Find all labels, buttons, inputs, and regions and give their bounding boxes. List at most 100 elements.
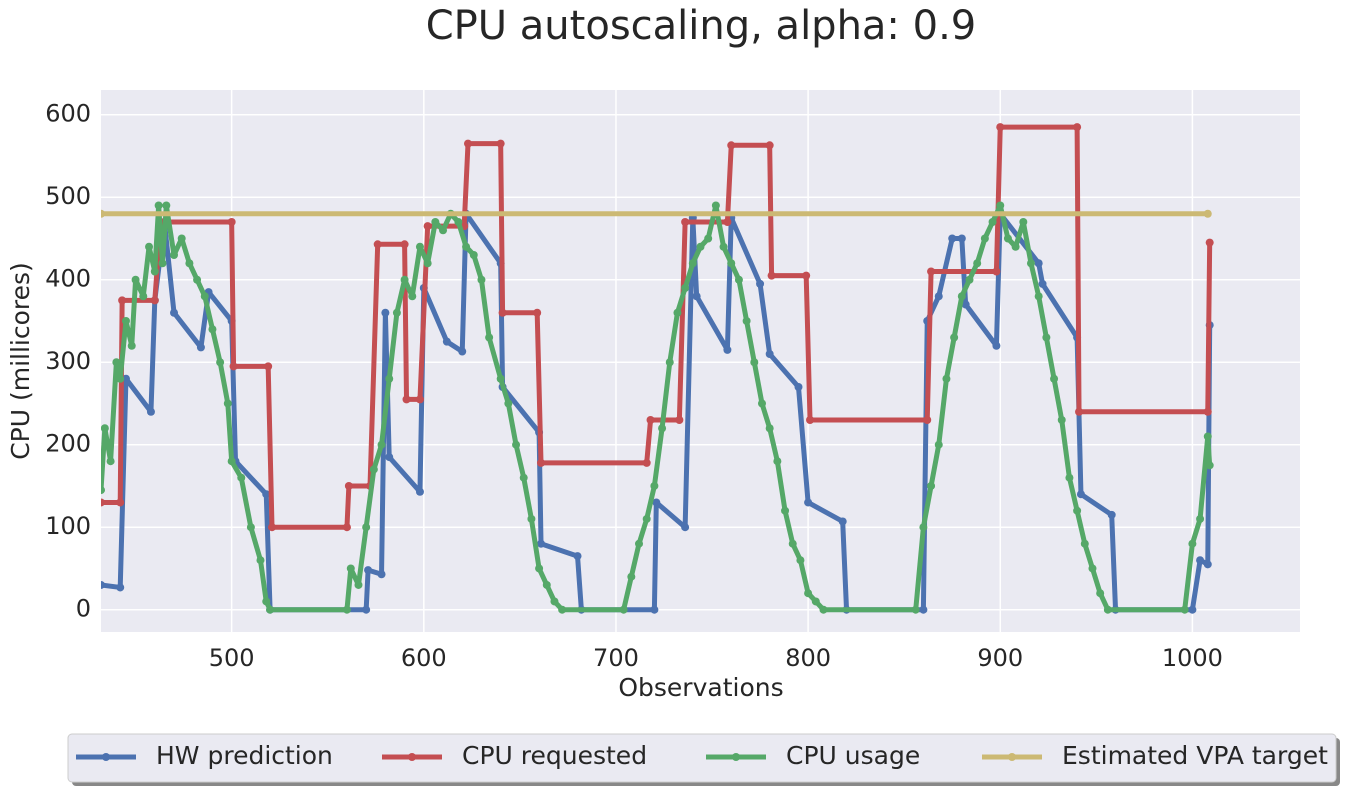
point [227, 457, 236, 466]
point [934, 440, 943, 449]
point [101, 209, 105, 218]
point [773, 457, 782, 466]
point [354, 580, 363, 589]
point [1205, 461, 1214, 470]
y-tick-label: 100 [45, 512, 91, 540]
point [1075, 407, 1084, 416]
point [723, 345, 732, 354]
point [177, 234, 186, 243]
point [237, 473, 246, 482]
point [681, 283, 690, 292]
legend-marker [408, 753, 416, 761]
point [145, 242, 154, 251]
point [1188, 539, 1197, 548]
point [1088, 564, 1097, 573]
point [996, 201, 1005, 210]
point [727, 141, 736, 150]
point [200, 292, 209, 301]
point [415, 487, 424, 496]
point [806, 415, 815, 424]
point [139, 292, 148, 301]
point [477, 275, 486, 284]
point [627, 572, 636, 581]
point [1203, 407, 1212, 416]
series [101, 209, 1212, 218]
point [734, 275, 743, 284]
point [911, 605, 920, 614]
point [346, 564, 355, 573]
point [796, 556, 805, 565]
point [973, 259, 982, 268]
point [377, 440, 386, 449]
legend-label: Estimated VPA target [1062, 741, 1328, 770]
point [1180, 605, 1189, 614]
point [1196, 514, 1205, 523]
point [127, 341, 136, 350]
x-tick-label: 500 [209, 644, 255, 672]
point [537, 458, 546, 467]
point [519, 473, 528, 482]
point [642, 458, 651, 467]
point [696, 242, 705, 251]
y-tick-label: 400 [45, 265, 91, 293]
point [223, 399, 232, 408]
point [266, 605, 275, 614]
y-tick-label: 200 [45, 430, 91, 458]
point [146, 407, 155, 416]
point [101, 498, 105, 507]
point [923, 415, 932, 424]
series [101, 123, 1214, 532]
point [400, 240, 409, 249]
point [342, 605, 351, 614]
point [462, 242, 471, 251]
point [362, 523, 371, 532]
point [373, 240, 382, 249]
point [498, 308, 507, 317]
point [377, 570, 386, 579]
point [719, 242, 728, 251]
point [170, 250, 179, 259]
point [1203, 432, 1212, 441]
point [216, 358, 225, 367]
series [101, 201, 1214, 614]
point [154, 201, 163, 210]
point [118, 296, 127, 305]
point [537, 539, 546, 548]
point [542, 580, 551, 589]
point [131, 275, 140, 284]
point [988, 217, 997, 226]
point [415, 395, 424, 404]
point [185, 259, 194, 268]
point [112, 358, 121, 367]
point [1203, 209, 1212, 218]
point [116, 374, 125, 383]
point [692, 292, 701, 301]
y-tick-label: 500 [45, 182, 91, 210]
point [658, 424, 667, 433]
point [650, 481, 659, 490]
point [101, 424, 109, 433]
point [170, 308, 179, 317]
point [742, 316, 751, 325]
point [992, 341, 1001, 350]
point [262, 490, 271, 499]
point [362, 605, 371, 614]
point [229, 362, 238, 371]
point [485, 333, 494, 342]
point [642, 514, 651, 523]
point [688, 259, 697, 268]
point [1011, 242, 1020, 251]
point [121, 374, 130, 383]
point [750, 358, 759, 367]
point [757, 399, 766, 408]
point [342, 523, 351, 532]
point [1073, 123, 1082, 132]
point [1026, 259, 1035, 268]
point [948, 234, 957, 243]
point [573, 552, 582, 561]
point [1003, 234, 1012, 243]
y-tick-label: 300 [45, 347, 91, 375]
point [781, 506, 790, 515]
point [673, 308, 682, 317]
